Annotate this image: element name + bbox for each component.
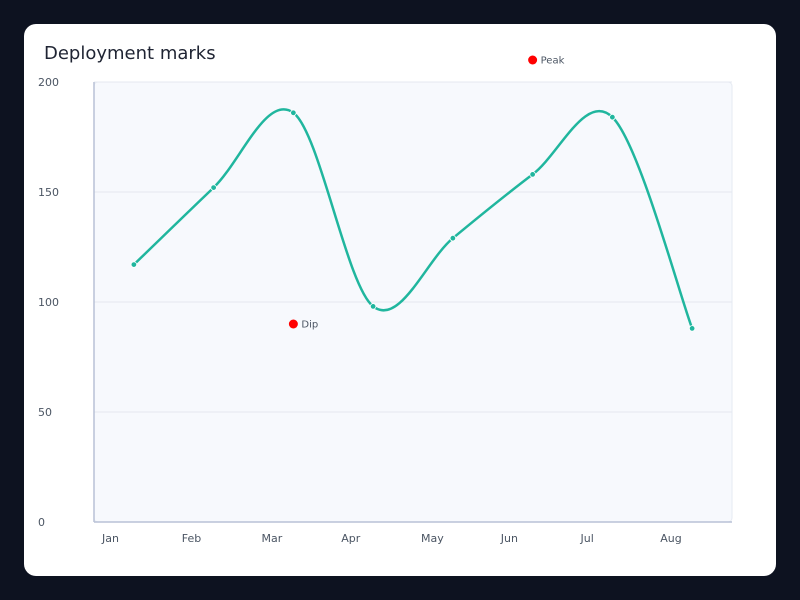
data-point <box>609 113 616 121</box>
x-tick-label: Feb <box>182 532 201 545</box>
x-tick-label: Jan <box>101 532 119 545</box>
x-tick-label: Aug <box>660 532 681 545</box>
data-point <box>130 261 138 268</box>
annotation-marker <box>528 55 538 65</box>
data-point <box>529 171 536 178</box>
annotation-label: Peak <box>541 56 565 67</box>
data-point <box>290 109 297 116</box>
x-tick-label: Jun <box>500 532 518 545</box>
annotation-label: Dip <box>301 320 318 331</box>
x-tick-label: Apr <box>341 532 361 545</box>
data-point <box>449 234 457 242</box>
x-tick-label: May <box>421 532 444 545</box>
data-point <box>210 184 217 191</box>
x-tick-label: Jul <box>580 532 594 545</box>
chart-card: Deployment marks 0 50 100 150 200 Jan Feb Mar Ap… <box>24 24 776 576</box>
y-tick-label: 0 <box>38 516 45 529</box>
y-tick-label: 150 <box>38 186 59 199</box>
y-tick-label: 50 <box>38 406 52 419</box>
x-tick-label: Mar <box>262 532 283 545</box>
line-chart: 0 50 100 150 200 Jan Feb Mar Apr May Jun Jul Aug Peak… <box>38 55 733 545</box>
data-point <box>688 325 696 332</box>
y-tick-label: 200 <box>38 76 59 89</box>
annotation-marker <box>288 319 298 329</box>
y-tick-label: 100 <box>38 296 59 309</box>
chart-title: Deployment marks <box>44 43 216 64</box>
data-point <box>369 303 377 310</box>
